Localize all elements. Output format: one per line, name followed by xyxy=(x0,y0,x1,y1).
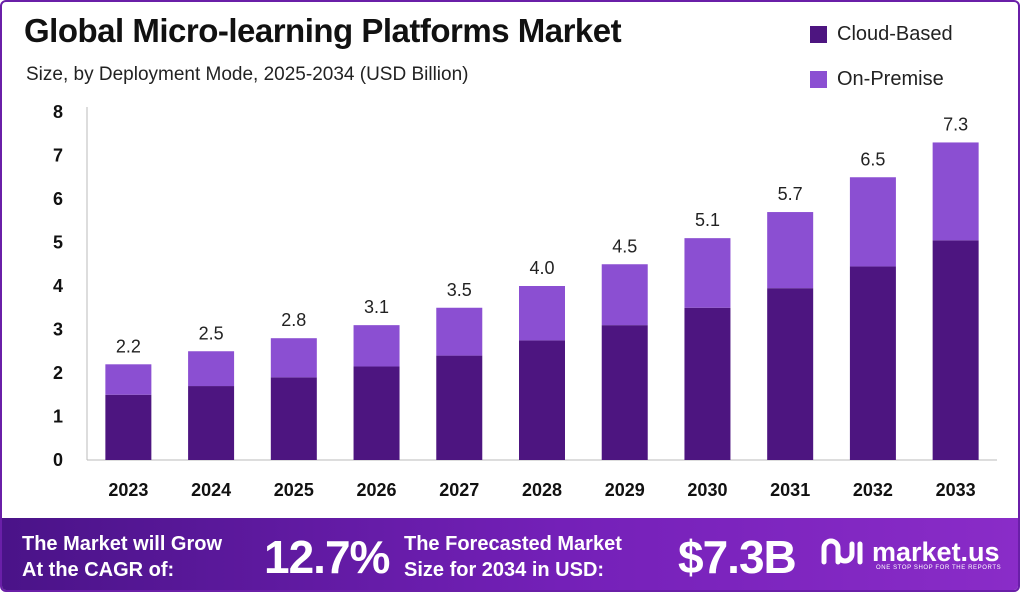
bar-on-premise-2033 xyxy=(932,142,979,241)
legend-item-on-premise: On-Premise xyxy=(810,67,953,91)
data-label-total-2030: 5.1 xyxy=(695,210,720,230)
x-tick-label-2032: 2032 xyxy=(853,480,893,500)
data-label-total-2029: 4.5 xyxy=(612,236,637,256)
bar-cloud-based-2030 xyxy=(684,307,731,460)
data-label-total-2031: 5.7 xyxy=(778,184,803,204)
x-tick-label-2026: 2026 xyxy=(357,480,397,500)
y-tick-label: 4 xyxy=(53,276,63,296)
bar-cloud-based-2029 xyxy=(601,325,648,460)
y-tick-label: 1 xyxy=(53,407,63,427)
legend-label-on-premise: On-Premise xyxy=(837,67,944,90)
cagr-value: 12.7% xyxy=(264,531,390,583)
y-tick-label: 7 xyxy=(53,146,63,166)
legend-label-cloud-based: Cloud-Based xyxy=(837,22,953,45)
bar-on-premise-2031 xyxy=(767,212,814,289)
cagr-label: The Market will Grow At the CAGR of: xyxy=(22,531,222,583)
bar-on-premise-2026 xyxy=(353,325,400,367)
bar-cloud-based-2024 xyxy=(188,386,235,460)
legend-swatch-on-premise xyxy=(810,70,827,88)
y-tick-label: 5 xyxy=(53,233,63,253)
y-tick-label: 2 xyxy=(53,363,63,383)
forecast-value: $7.3B xyxy=(678,531,797,583)
cagr-label-line2: At the CAGR of: xyxy=(22,559,175,581)
y-tick-label: 0 xyxy=(53,450,63,470)
data-label-total-2028: 4.0 xyxy=(529,258,554,278)
bar-on-premise-2024 xyxy=(188,351,235,387)
chart-subtitle: Size, by Deployment Mode, 2025-2034 (USD… xyxy=(26,64,469,85)
data-label-total-2026: 3.1 xyxy=(364,297,389,317)
y-tick-label: 6 xyxy=(53,189,63,209)
bar-on-premise-2030 xyxy=(684,238,731,308)
x-tick-label-2025: 2025 xyxy=(274,480,314,500)
y-tick-label: 3 xyxy=(53,320,63,340)
data-label-total-2032: 6.5 xyxy=(860,149,885,169)
data-label-total-2027: 3.5 xyxy=(447,280,472,300)
data-label-total-2025: 2.8 xyxy=(281,310,306,330)
bar-cloud-based-2026 xyxy=(353,366,400,460)
brand-tagline: ONE STOP SHOP FOR THE REPORTS xyxy=(876,565,1002,571)
x-tick-label-2029: 2029 xyxy=(605,480,645,500)
market-us-logo-icon xyxy=(821,538,863,565)
bar-on-premise-2032 xyxy=(849,177,896,267)
bar-cloud-based-2023 xyxy=(105,394,152,460)
y-tick-label: 8 xyxy=(53,102,63,122)
x-tick-label-2023: 2023 xyxy=(108,480,148,500)
chart-title: Global Micro-learning Platforms Market xyxy=(24,12,622,49)
legend-item-cloud-based: Cloud-Based xyxy=(810,22,953,46)
bar-cloud-based-2031 xyxy=(767,288,814,460)
data-label-total-2023: 2.2 xyxy=(116,336,141,356)
bar-cloud-based-2032 xyxy=(849,266,896,460)
x-tick-label-2028: 2028 xyxy=(522,480,562,500)
bar-on-premise-2029 xyxy=(601,264,648,326)
cagr-label-line1: The Market will Grow xyxy=(22,533,223,555)
data-label-total-2024: 2.5 xyxy=(199,323,224,343)
bar-cloud-based-2027 xyxy=(436,355,483,460)
bar-cloud-based-2025 xyxy=(270,377,317,460)
bar-on-premise-2027 xyxy=(436,307,483,356)
bar-chart: 0 1 2 3 4 5 6 7 8 2.2 2023 2.5 2024 2.8 2025 3.1 2026 3.5… xyxy=(53,102,997,500)
bar-cloud-based-2033 xyxy=(932,240,979,460)
bar-on-premise-2023 xyxy=(105,364,152,395)
x-tick-label-2027: 2027 xyxy=(439,480,479,500)
legend-swatch-cloud-based xyxy=(810,25,827,43)
bar-cloud-based-2028 xyxy=(519,340,565,460)
x-tick-label-2031: 2031 xyxy=(770,480,810,500)
brand-name: market.us xyxy=(872,537,1000,567)
footer-banner: The Market will Grow At the CAGR of: 12.… xyxy=(2,518,1018,590)
x-tick-label-2024: 2024 xyxy=(191,480,231,500)
forecast-label-line2: Size for 2034 in USD: xyxy=(404,559,605,581)
brand-logo: market.us ONE STOP SHOP FOR THE REPORTS xyxy=(820,536,1002,571)
legend: Cloud-Based On-Premise xyxy=(810,22,953,112)
x-tick-label-2030: 2030 xyxy=(687,480,727,500)
bar-on-premise-2025 xyxy=(270,338,317,378)
data-label-total-2033: 7.3 xyxy=(943,114,968,134)
forecast-label: The Forecasted Market Size for 2034 in U… xyxy=(404,531,622,583)
bar-on-premise-2028 xyxy=(519,286,565,341)
x-tick-label-2033: 2033 xyxy=(936,480,976,500)
forecast-label-line1: The Forecasted Market xyxy=(404,533,622,555)
